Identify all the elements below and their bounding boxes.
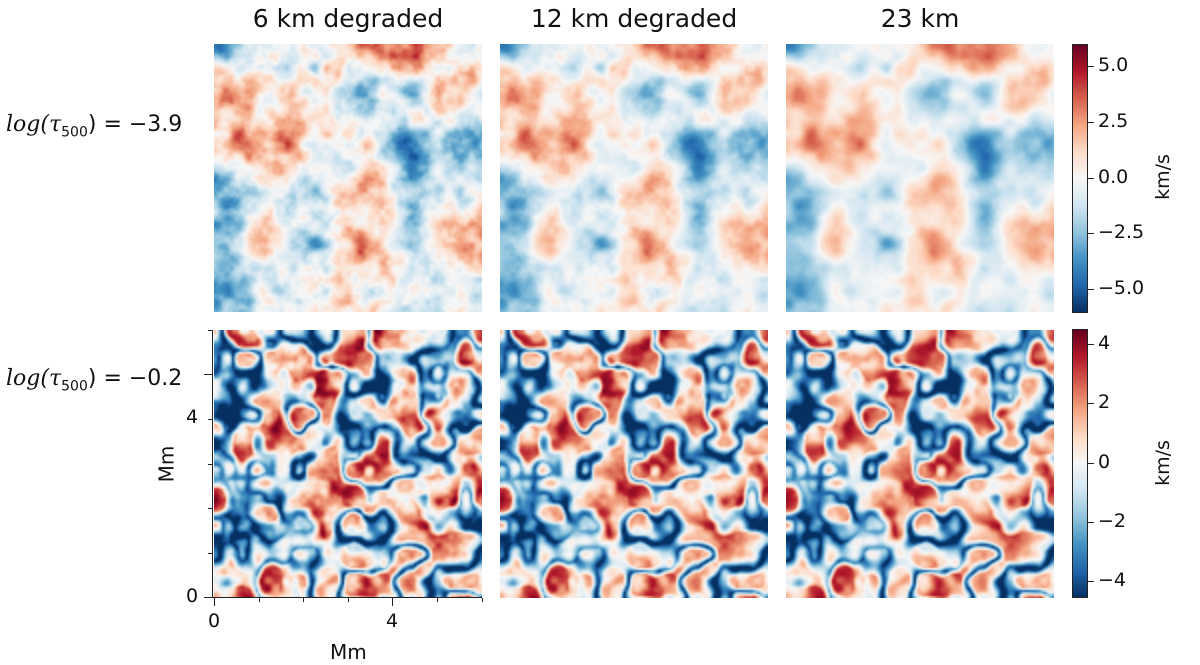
y-axis-tick <box>208 508 212 509</box>
x-axis-tick <box>482 598 483 602</box>
heatmap-image <box>214 44 482 312</box>
colorbar-bottom-tick-label: 2 <box>1098 391 1111 414</box>
colorbar-top-tick-mark <box>1088 177 1094 179</box>
colorbar-bottom <box>1072 329 1088 598</box>
heatmap-panel-r1-c3 <box>786 44 1054 312</box>
colorbar-bottom-tick-label: −2 <box>1098 509 1127 532</box>
x-axis-tick <box>392 598 393 606</box>
colorbar-top-tick-mark <box>1088 288 1094 290</box>
y-tick-0: 0 <box>186 585 199 607</box>
heatmap-image <box>786 44 1054 312</box>
colorbar-bottom-tick-label: 4 <box>1098 331 1111 354</box>
heatmap-image <box>500 44 768 312</box>
x-axis-tick <box>437 598 438 602</box>
y-tick-4: 4 <box>186 406 199 428</box>
y-axis-tick <box>208 419 212 420</box>
x-axis-tick <box>214 598 215 606</box>
heatmap-panel-r1-c2 <box>500 44 768 312</box>
row-label-top-suffix: ) = −3.9 <box>87 112 183 137</box>
column-title-3: 23 km <box>880 4 960 33</box>
heatmap-panel-r1-c1 <box>214 44 482 312</box>
x-tick-0: 0 <box>208 610 221 632</box>
colorbar-bottom-tick-label: −4 <box>1098 569 1127 592</box>
y-axis-tick <box>208 330 212 331</box>
heatmap-image <box>214 330 482 598</box>
colorbar-top <box>1072 44 1088 313</box>
row-label-top: log(τ500) = −3.9 <box>6 112 182 140</box>
y-axis-label: Mm <box>154 445 179 483</box>
row-label-top-prefix: log <box>6 112 41 137</box>
row-label-bottom-tau: (τ <box>40 366 62 391</box>
y-axis-tick <box>208 553 212 554</box>
x-axis-tick <box>259 598 260 602</box>
x-axis-tick <box>303 598 304 602</box>
heatmap-image <box>500 330 768 598</box>
colorbar-top-tick-mark <box>1088 233 1094 235</box>
colorbar-top-tick-label: −5.0 <box>1098 276 1145 299</box>
row-label-top-sub: 500 <box>61 124 88 141</box>
colorbar-top-unit: km/s <box>1151 154 1174 200</box>
heatmap-panel-r2-c2 <box>500 330 768 598</box>
y-axis-tick <box>204 374 212 375</box>
colorbar-top-tick-label: 2.5 <box>1098 109 1129 132</box>
colorbar-bottom-tick-mark <box>1088 521 1094 523</box>
y-axis-tick <box>204 597 212 598</box>
colorbar-bottom-tick-mark <box>1088 462 1094 464</box>
row-label-bottom-suffix: ) = −0.2 <box>87 366 183 391</box>
row-label-bottom-sub: 500 <box>61 378 88 395</box>
colorbar-top-tick-mark <box>1088 66 1094 68</box>
colorbar-bottom-tick-mark <box>1088 343 1094 345</box>
x-axis-label: Mm <box>330 640 367 664</box>
column-title-1: 6 km degraded <box>252 4 444 33</box>
row-label-bottom: log(τ500) = −0.2 <box>6 366 182 394</box>
y-axis-line <box>212 330 213 597</box>
heatmap-panel-r2-c1 <box>214 330 482 598</box>
heatmap-panel-r2-c3 <box>786 330 1054 598</box>
x-tick-4: 4 <box>386 610 399 632</box>
colorbar-top-tick-label: 5.0 <box>1098 54 1129 77</box>
x-axis-tick <box>348 598 349 602</box>
heatmap-image <box>786 330 1054 598</box>
colorbar-top-tick-label: 0.0 <box>1098 165 1129 188</box>
colorbar-bottom-tick-label: 0 <box>1098 450 1111 473</box>
colorbar-bottom-tick-mark <box>1088 403 1094 405</box>
row-label-top-tau: (τ <box>40 112 62 137</box>
y-axis-tick <box>208 464 212 465</box>
column-title-2: 12 km degraded <box>530 4 738 33</box>
row-label-bottom-prefix: log <box>6 366 41 391</box>
colorbar-bottom-unit: km/s <box>1151 440 1174 486</box>
colorbar-top-tick-mark <box>1088 121 1094 123</box>
colorbar-top-tick-label: −2.5 <box>1098 221 1145 244</box>
colorbar-bottom-tick-mark <box>1088 581 1094 583</box>
x-axis-line <box>212 597 482 598</box>
